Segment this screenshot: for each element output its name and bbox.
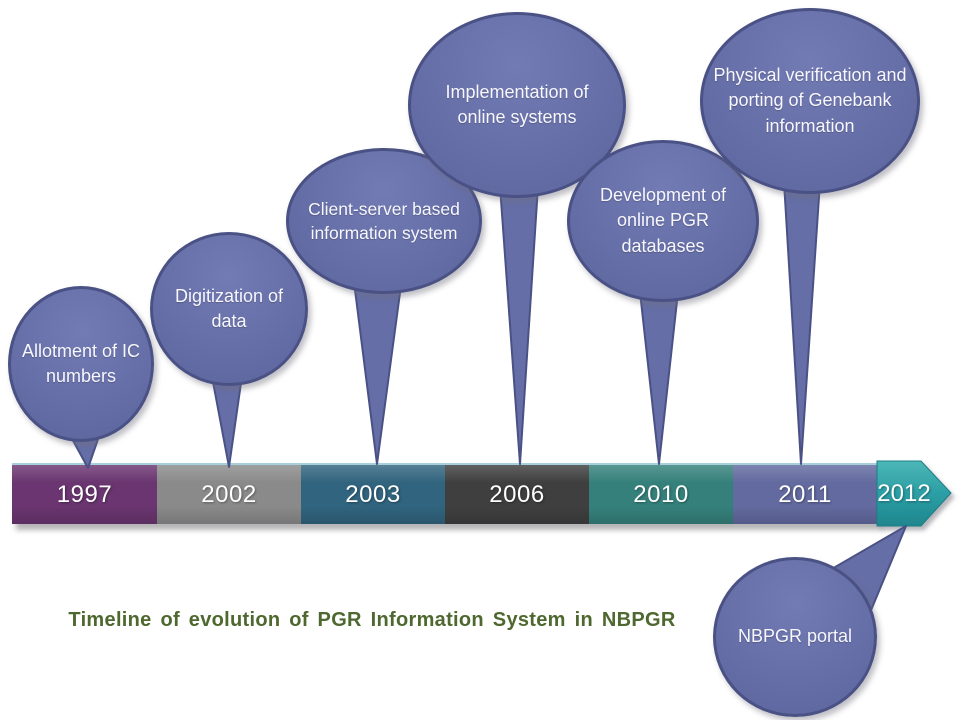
callout-2003-text: Client-server based information system	[308, 198, 460, 244]
year-label-2002: 2002	[201, 480, 257, 508]
year-label-2003: 2003	[345, 480, 401, 508]
segment-2003: 2003	[301, 465, 445, 524]
segment-2010: 2010	[589, 465, 733, 524]
callout-2010: Development of online PGR databases	[567, 140, 759, 302]
segment-2006: 2006	[445, 465, 589, 524]
year-label-2010: 2010	[633, 480, 689, 508]
callout-2002: Digitization of data	[150, 232, 308, 386]
year-label-2006: 2006	[489, 480, 545, 508]
segment-1997: 1997	[12, 465, 157, 524]
year-label-1997: 1997	[56, 480, 113, 508]
segment-2002: 2002	[157, 465, 301, 524]
slide-caption: Timeline of evolution of PGR Information…	[68, 609, 676, 631]
callout-2011-text: Physical verification and porting of Gen…	[713, 65, 907, 136]
callout-1997-text: Allotment of IC numbers	[21, 340, 141, 386]
callout-2006-text: Implementation of online systems	[445, 81, 589, 127]
segment-2011: 2011	[733, 465, 877, 524]
year-label-2012: 2012	[877, 479, 931, 507]
timeline-bar: 1997 2002 2003 2006 2010 2011	[12, 463, 877, 524]
callout-2002-text: Digitization of data	[174, 285, 284, 331]
year-label-2011: 2011	[778, 480, 832, 508]
callout-2010-text: Development of online PGR databases	[599, 185, 727, 256]
callout-2012-text: NBPGR portal	[737, 626, 853, 647]
callout-tail-2003	[353, 277, 403, 465]
callout-tail-2011	[783, 181, 821, 465]
callout-1997: Allotment of IC numbers	[8, 286, 154, 442]
callout-2012: NBPGR portal	[713, 557, 877, 717]
callout-tail-2010	[639, 291, 679, 465]
callout-2011: Physical verification and porting of Gen…	[700, 8, 920, 194]
callout-tail-2006	[499, 185, 539, 465]
